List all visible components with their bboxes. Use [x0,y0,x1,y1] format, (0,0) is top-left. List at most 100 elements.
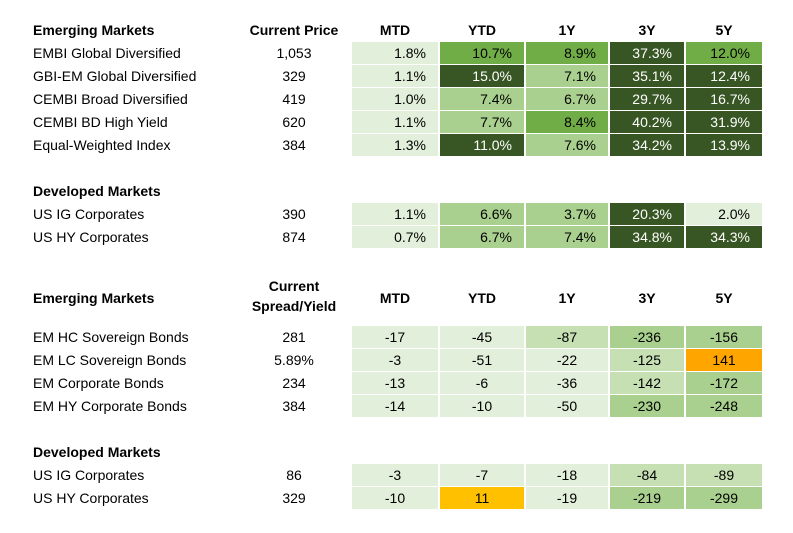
cell-5y: 16.7% [686,88,762,110]
row-label: US IG Corporates [33,467,145,483]
table-row: EMBI Global Diversified 1,053 1.8% 10.7%… [0,42,793,64]
cell-1y: -87 [526,326,608,348]
table-row: EM Corporate Bonds 234 -13 -6 -36 -142 -… [0,372,793,394]
cell-5y: 12.0% [686,42,762,64]
cell-1y: -22 [526,349,608,371]
t1-col-ytd: YTD [468,22,496,38]
cell-ytd: 11.0% [440,134,524,156]
t3-col-1y: 1Y [558,290,576,306]
t1-col-mtd: MTD [379,22,411,38]
cell-5y: 141 [686,349,762,371]
cell-ytd: -51 [440,349,524,371]
cell-3y: -236 [610,326,684,348]
row-label: Equal-Weighted Index [33,137,171,153]
table-row: Equal-Weighted Index 384 1.3% 11.0% 7.6%… [0,134,793,156]
cell-ytd: -7 [440,464,524,486]
row-label: EMBI Global Diversified [33,45,181,61]
row-price: 329 [282,68,306,84]
cell-mtd: 1.3% [352,134,438,156]
row-price: 419 [282,91,306,107]
cell-mtd: -17 [352,326,438,348]
cell-mtd: 1.1% [352,65,438,87]
table-row: EM LC Sovereign Bonds 5.89% -3 -51 -22 -… [0,349,793,371]
cell-1y: 3.7% [526,203,608,225]
t3-col-mtd: MTD [379,290,411,306]
table-row: CEMBI BD High Yield 620 1.1% 7.7% 8.4% 4… [0,111,793,133]
row-price: 384 [282,137,306,153]
cell-ytd: 7.7% [440,111,524,133]
cell-3y: -230 [610,395,684,417]
row-price: 390 [282,206,306,222]
row-spread: 5.89% [274,352,314,368]
cell-mtd: -13 [352,372,438,394]
row-spread: 234 [282,375,306,391]
row-spread: 86 [286,467,302,483]
row-label: US HY Corporates [33,490,149,506]
cell-1y: 7.1% [526,65,608,87]
t1-header-row: Emerging Markets Current Price MTD YTD 1… [0,19,793,41]
row-label: EM LC Sovereign Bonds [33,352,187,368]
row-label: EM HY Corporate Bonds [33,398,187,414]
cell-3y: 37.3% [610,42,684,64]
cell-mtd: 1.1% [352,203,438,225]
cell-1y: -18 [526,464,608,486]
t4-section-title: Developed Markets [33,444,161,460]
cell-1y: -19 [526,487,608,509]
table-row: US IG Corporates 86 -3 -7 -18 -84 -89 [0,464,793,486]
row-spread: 384 [282,398,306,414]
cell-mtd: 1.8% [352,42,438,64]
row-label: GBI-EM Global Diversified [33,68,197,84]
table-row: US HY Corporates 874 0.7% 6.7% 7.4% 34.8… [0,226,793,248]
cell-3y: 34.2% [610,134,684,156]
cell-mtd: -14 [352,395,438,417]
cell-mtd: -3 [352,349,438,371]
t3-section-title: Emerging Markets [33,290,155,306]
cell-3y: 40.2% [610,111,684,133]
cell-5y: 12.4% [686,65,762,87]
t3-spread-header-line1: Current [268,278,320,294]
cell-ytd: 15.0% [440,65,524,87]
cell-mtd: 0.7% [352,226,438,248]
cell-ytd: -10 [440,395,524,417]
t4-header-row: Developed Markets [0,441,793,463]
cell-1y: 6.7% [526,88,608,110]
cell-ytd: 10.7% [440,42,524,64]
cell-3y: -125 [610,349,684,371]
cell-ytd: 7.4% [440,88,524,110]
cell-1y: -50 [526,395,608,417]
cell-5y: -89 [686,464,762,486]
t2-header-row: Developed Markets [0,180,793,202]
cell-5y: 13.9% [686,134,762,156]
cell-5y: -299 [686,487,762,509]
cell-ytd: -6 [440,372,524,394]
t2-section-title: Developed Markets [33,183,161,199]
cell-mtd: 1.1% [352,111,438,133]
row-label: US IG Corporates [33,206,145,222]
table-row: GBI-EM Global Diversified 329 1.1% 15.0%… [0,65,793,87]
t1-col-3y: 3Y [638,22,656,38]
cell-5y: -172 [686,372,762,394]
t1-col-5y: 5Y [715,22,733,38]
row-label: EM Corporate Bonds [33,375,164,391]
cell-mtd: 1.0% [352,88,438,110]
cell-5y: -156 [686,326,762,348]
cell-1y: -36 [526,372,608,394]
table-row: US HY Corporates 329 -10 11 -19 -219 -29… [0,487,793,509]
cell-5y: 34.3% [686,226,762,248]
t3-spread-header: Current Spread/Yield [238,276,350,320]
cell-1y: 8.4% [526,111,608,133]
cell-3y: 35.1% [610,65,684,87]
cell-ytd: -45 [440,326,524,348]
table-row: US IG Corporates 390 1.1% 6.6% 3.7% 20.3… [0,203,793,225]
cell-5y: 31.9% [686,111,762,133]
row-spread: 329 [282,490,306,506]
cell-3y: -219 [610,487,684,509]
table-row: EM HY Corporate Bonds 384 -14 -10 -50 -2… [0,395,793,417]
cell-1y: 7.6% [526,134,608,156]
cell-ytd: 6.7% [440,226,524,248]
cell-mtd: -10 [352,487,438,509]
row-label: US HY Corporates [33,229,149,245]
cell-3y: 34.8% [610,226,684,248]
t1-price-header: Current Price [249,22,339,38]
t3-col-5y: 5Y [715,290,733,306]
